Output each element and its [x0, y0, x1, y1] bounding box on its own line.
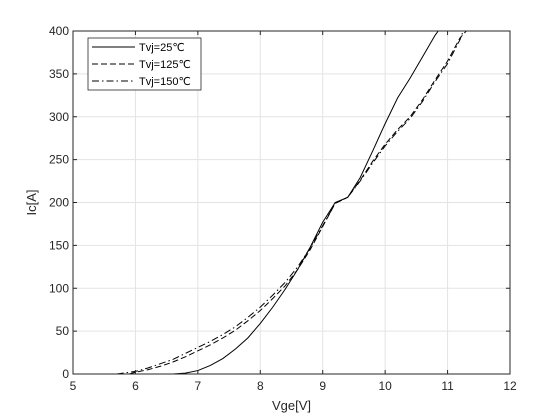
legend-label: Tvj=125℃	[139, 59, 191, 71]
series-line-1	[172, 30, 439, 375]
series-line-2	[129, 30, 467, 375]
x-tick-label: 6	[132, 379, 139, 393]
y-tick-label: 350	[49, 67, 69, 81]
y-tick-label: 250	[49, 153, 69, 167]
y-tick-label: 150	[49, 238, 69, 252]
x-tick-label: 7	[195, 379, 202, 393]
y-tick-label: 50	[56, 324, 70, 338]
curves	[116, 30, 467, 375]
x-tick-label: 9	[319, 379, 326, 393]
series-line-3	[116, 30, 464, 375]
x-tick-label: 10	[378, 379, 392, 393]
x-axis-label: Vge[V]	[272, 398, 311, 413]
y-tick-label: 300	[49, 110, 69, 124]
legend: Tvj=25℃ Tvj=125℃ Tvj=150℃	[87, 37, 202, 91]
y-tick-label: 100	[49, 281, 69, 295]
y-axis-label: Ic[A]	[24, 189, 39, 215]
y-tick-label: 200	[49, 196, 69, 210]
x-tick-label: 12	[503, 379, 517, 393]
ticks	[72, 30, 511, 375]
x-tick-label: 5	[70, 379, 77, 393]
legend-label: Tvj=150℃	[139, 76, 191, 88]
x-tick-label: 11	[441, 379, 454, 393]
tick-labels: 5 6 7 8 9 10 11 12 0 50 100 150 200 250 300 350 400	[49, 24, 517, 393]
y-tick-label: 0	[62, 367, 69, 381]
x-tick-label: 8	[257, 379, 264, 393]
legend-label: Tvj=25℃	[139, 42, 185, 54]
y-tick-label: 400	[49, 24, 69, 38]
